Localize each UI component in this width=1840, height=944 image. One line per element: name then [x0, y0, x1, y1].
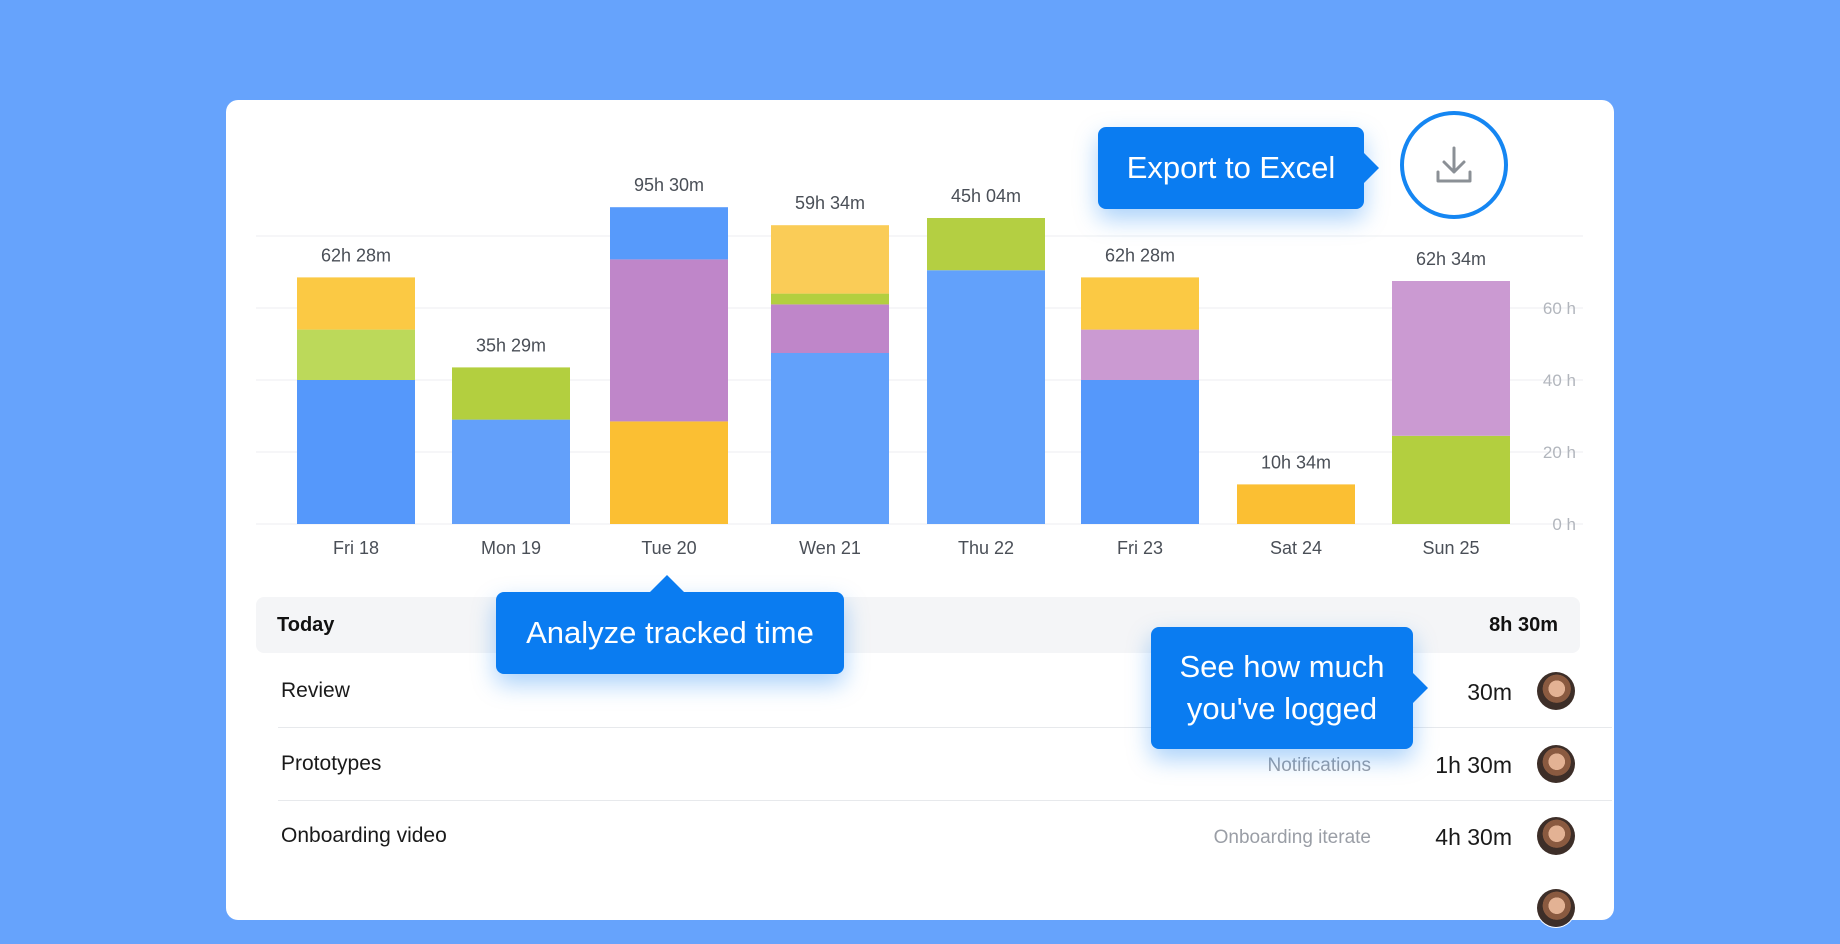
x-tick-label: Thu 22	[958, 538, 1014, 558]
entry-project: Notifications	[1267, 755, 1372, 776]
bar-segment	[771, 293, 889, 305]
user-avatar	[1537, 745, 1575, 783]
time-entry-row[interactable]: Prototypes Notifications 1h 30m	[278, 728, 1612, 801]
analyze-tooltip-text: Analyze tracked time	[526, 615, 814, 650]
bar-segment	[771, 353, 889, 524]
x-tick-label: Tue 20	[641, 538, 696, 558]
entry-name: Review	[281, 679, 350, 702]
bar-segment	[452, 367, 570, 420]
bar-segment	[297, 329, 415, 380]
bar-segment	[1081, 380, 1199, 524]
entry-name: Prototypes	[281, 752, 382, 775]
bar-segment	[610, 207, 728, 260]
bar-segment	[610, 421, 728, 524]
stacked-bar-chart: 60 h 40 h 20 h 0 h 62h 28m Fri 18 35h 29m Mon 1…	[256, 175, 1583, 558]
entry-name: Onboarding video	[281, 824, 447, 847]
y-tick-label: 40 h	[1543, 371, 1576, 390]
bar-segment	[927, 218, 1045, 271]
bar-total-label: 95h 30m	[634, 175, 704, 195]
time-entry-row[interactable]: Onboarding video Onboarding iterate 4h 3…	[278, 800, 1612, 872]
bar-total-label: 45h 04m	[951, 186, 1021, 206]
entry-duration: 1h 30m	[1435, 752, 1512, 778]
x-tick-label: Mon 19	[481, 538, 541, 558]
user-avatar	[1537, 817, 1575, 855]
bar-segment	[1237, 484, 1355, 524]
time-entry-row[interactable]	[278, 872, 1612, 944]
user-avatar	[1537, 672, 1575, 710]
bar-total-label: 59h 34m	[795, 193, 865, 213]
time-report-card: 60 h 40 h 20 h 0 h 62h 28m Fri 18 35h 29m Mon 1…	[226, 100, 1614, 920]
export-tooltip-text: Export to Excel	[1126, 150, 1336, 185]
today-total-time: 8h 30m	[1489, 614, 1558, 636]
user-avatar	[1537, 889, 1575, 927]
x-tick-label: Wen 21	[799, 538, 861, 558]
entry-duration: 4h 30m	[1435, 824, 1512, 850]
bar-segment	[297, 380, 415, 524]
entry-duration: 30m	[1467, 679, 1512, 705]
y-tick-label: 60 h	[1543, 299, 1576, 318]
bar-segment	[1081, 277, 1199, 330]
bar-segment	[771, 225, 889, 294]
bar-segment	[1392, 435, 1510, 524]
today-label: Today	[277, 614, 335, 636]
bar-segment	[452, 419, 570, 524]
bar-segment	[1081, 329, 1199, 380]
logged-tooltip-line: See how much	[1179, 649, 1385, 684]
bar-segment	[297, 277, 415, 330]
x-tick-label: Sun 25	[1422, 538, 1479, 558]
bar-total-label: 62h 28m	[321, 245, 391, 265]
bar-segment	[771, 304, 889, 353]
bar-total-label: 62h 28m	[1105, 245, 1175, 265]
bar-segment	[610, 259, 728, 422]
bar-segment	[1392, 281, 1510, 436]
entry-project: Onboarding iterate	[1213, 827, 1371, 848]
download-icon	[1436, 146, 1472, 183]
bar-segment	[927, 270, 1045, 524]
x-tick-label: Sat 24	[1270, 538, 1322, 558]
y-tick-label: 20 h	[1543, 443, 1576, 462]
x-tick-label: Fri 18	[333, 538, 379, 558]
bar-total-label: 10h 34m	[1261, 452, 1331, 472]
time-entry-row[interactable]: Review 30m	[278, 655, 1612, 728]
analyze-tooltip: Analyze tracked time	[496, 575, 844, 674]
logged-tooltip: See how much you've logged	[1151, 627, 1428, 749]
x-tick-label: Fri 23	[1117, 538, 1163, 558]
bar-total-label: 35h 29m	[476, 335, 546, 355]
bar-total-label: 62h 34m	[1416, 249, 1486, 269]
logged-tooltip-line: you've logged	[1186, 691, 1378, 726]
y-tick-label: 0 h	[1552, 515, 1576, 534]
export-excel-button[interactable]	[1400, 111, 1508, 219]
export-tooltip: Export to Excel	[1098, 127, 1379, 209]
